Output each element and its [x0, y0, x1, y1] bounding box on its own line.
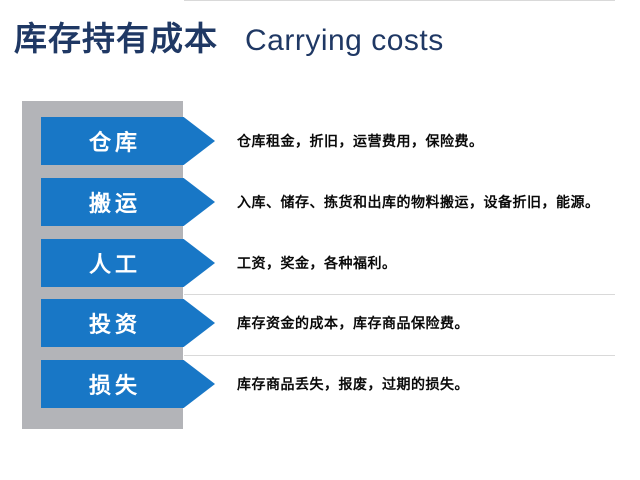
category-label: 人工 [88, 252, 141, 277]
arrow-shape: 仓库 [41, 117, 215, 165]
row-description: 库存资金的成本，库存商品保险费。 [237, 317, 469, 332]
arrow-shape: 人工 [41, 239, 215, 287]
row-handling: 搬运 入库、储存、拣货和出库的物料搬运，设备折旧，能源。 [0, 178, 640, 226]
category-label: 投资 [88, 312, 141, 337]
row-warehouse: 仓库 仓库租金，折旧，运营费用，保险费。 [0, 117, 640, 165]
arrow-shape: 搬运 [41, 178, 215, 226]
row-labor: 人工 工资，奖金，各种福利。 [0, 239, 640, 287]
title-chinese: 库存持有成本 [14, 22, 218, 58]
category-label: 仓库 [88, 130, 141, 155]
separator-line [184, 0, 615, 1]
row-investment: 投资 库存资金的成本，库存商品保险费。 [0, 299, 640, 347]
separator-line [184, 294, 615, 295]
row-description: 仓库租金，折旧，运营费用，保险费。 [237, 135, 484, 150]
row-description: 工资，奖金，各种福利。 [237, 257, 397, 272]
slide-title: 库存持有成本 Carrying costs [14, 22, 444, 60]
category-label: 损失 [88, 373, 141, 398]
title-english: Carrying costs [245, 24, 444, 57]
category-label: 搬运 [88, 191, 141, 216]
separator-line [184, 355, 615, 356]
arrow-shape: 损失 [41, 360, 215, 408]
arrow-shape: 投资 [41, 299, 215, 347]
row-loss: 损失 库存商品丢失，报废，过期的损失。 [0, 360, 640, 408]
row-description: 库存商品丢失，报废，过期的损失。 [237, 378, 469, 393]
row-description: 入库、储存、拣货和出库的物料搬运，设备折旧，能源。 [237, 196, 600, 211]
